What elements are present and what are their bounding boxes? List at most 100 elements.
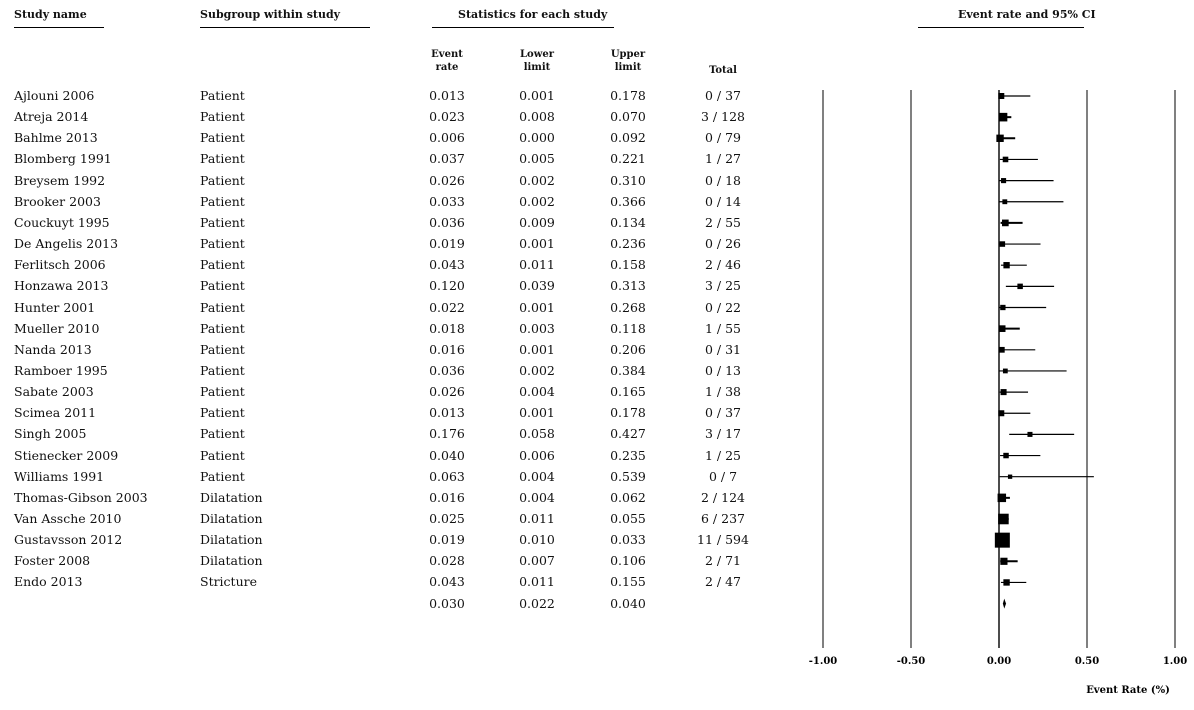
point-estimate-marker [1001,178,1007,184]
row-lower-limit: 0.010 [519,532,555,548]
row-total: 1 / 27 [704,151,742,167]
row-total: 2 / 124 [701,489,745,505]
row-total: 0 / 31 [704,341,742,357]
point-estimate-marker [998,325,1006,332]
header-underline [14,27,104,28]
row-study-name: De Angelis 2013 [14,236,119,252]
row-subgroup: Patient [200,151,245,167]
row-upper-limit: 0.033 [610,532,646,548]
x-axis-label: Event Rate (%) [1086,685,1170,696]
row-lower-limit: 0.058 [519,426,555,442]
col-lower-header: Lower limit [502,48,572,74]
row-subgroup: Patient [200,468,245,484]
row-total: 0 / 7 [708,468,738,484]
col-total-header: Total [709,65,737,76]
row-total: 0 / 79 [704,130,742,146]
row-upper-limit: 0.366 [610,193,646,209]
point-estimate-marker [998,346,1005,353]
row-subgroup: Patient [200,109,245,125]
row-total: 3 / 128 [701,109,745,125]
row-event-rate: 0.176 [429,426,465,442]
row-lower-limit: 0.009 [519,214,555,230]
row-subgroup: Patient [200,257,245,273]
row-event-rate: 0.043 [429,257,465,273]
row-total: 1 / 55 [704,320,742,336]
row-lower-limit: 0.002 [519,193,555,209]
row-event-rate: 0.043 [429,574,465,590]
row-event-rate: 0.013 [429,405,465,421]
point-estimate-marker [1002,199,1008,205]
row-total: 0 / 14 [704,193,742,209]
row-lower-limit: 0.004 [519,384,555,400]
header-underline [200,27,370,28]
row-subgroup: Patient [200,193,245,209]
row-upper-limit: 0.427 [610,426,646,442]
row-study-name: Ferlitsch 2006 [14,257,106,273]
row-total: 0 / 37 [704,88,742,103]
row-lower-limit: 0.000 [519,130,555,146]
point-estimate-marker [1002,156,1009,163]
x-tick-label: 0.50 [1075,656,1099,667]
row-lower-limit: 0.001 [519,341,555,357]
row-event-rate: 0.036 [429,362,465,378]
row-event-rate: 0.019 [429,236,465,252]
row-subgroup: Patient [200,172,245,188]
row-lower-limit: 0.001 [519,236,555,252]
row-subgroup: Patient [200,405,245,421]
row-lower-limit: 0.006 [519,447,555,463]
row-total: 0 / 18 [704,172,742,188]
point-estimate-marker [1003,262,1010,269]
row-study-name: Couckuyt 1995 [14,214,110,230]
row-total: 2 / 47 [704,574,742,590]
row-event-rate: 0.033 [429,193,465,209]
row-lower-limit: 0.003 [519,320,555,336]
header-study-name: Study name [14,8,87,21]
row-event-rate: 0.016 [429,489,465,505]
row-event-rate: 0.036 [429,214,465,230]
row-upper-limit: 0.310 [610,172,646,188]
point-estimate-marker [998,112,1008,122]
row-lower-limit: 0.008 [519,109,555,125]
row-study-name: Gustavsson 2012 [14,532,123,548]
row-upper-limit: 0.134 [610,214,646,230]
row-subgroup: Patient [200,278,245,294]
row-study-name: Singh 2005 [14,426,87,442]
point-estimate-marker [998,93,1005,99]
col-event-rate-line1: Event [431,49,463,60]
row-event-rate: 0.120 [429,278,465,294]
row-study-name: Mueller 2010 [14,320,100,336]
col-lower-line2: limit [523,62,551,73]
row-upper-limit: 0.313 [610,278,646,294]
col-event-rate-line2: rate [435,62,459,73]
row-lower-limit: 0.005 [519,151,555,167]
row-lower-limit: 0.001 [519,299,555,315]
row-total: 2 / 55 [704,214,742,230]
row-total: 0 / 37 [704,405,742,421]
row-study-name: Brooker 2003 [14,193,101,209]
row-upper-limit: 0.178 [610,88,646,103]
point-estimate-marker [1000,557,1008,565]
header-subgroup: Subgroup within study [200,8,341,21]
row-subgroup: Dilatation [200,489,263,505]
row-study-name: Scimea 2011 [14,405,97,421]
point-estimate-marker [998,410,1005,417]
col-upper-line1: Upper [610,49,646,60]
point-estimate-marker [994,532,1010,548]
point-estimate-marker [1007,474,1013,479]
row-study-name: Ramboer 1995 [14,362,108,378]
row-event-rate: 0.018 [429,320,465,336]
point-estimate-marker [1003,452,1009,459]
row-study-name: Stienecker 2009 [14,447,119,463]
row-upper-limit: 0.118 [610,320,646,336]
row-event-rate: 0.013 [429,88,465,103]
row-lower-limit: 0.011 [519,511,555,526]
row-total: 3 / 17 [704,426,742,442]
header-forest: Event rate and 95% CI [958,8,1096,21]
row-subgroup: Patient [200,341,245,357]
x-tick-label: -0.50 [897,656,926,667]
row-event-rate: 0.028 [429,553,465,569]
row-upper-limit: 0.092 [610,130,646,146]
row-upper-limit: 0.235 [610,447,646,463]
row-study-name: Sabate 2003 [14,384,94,400]
